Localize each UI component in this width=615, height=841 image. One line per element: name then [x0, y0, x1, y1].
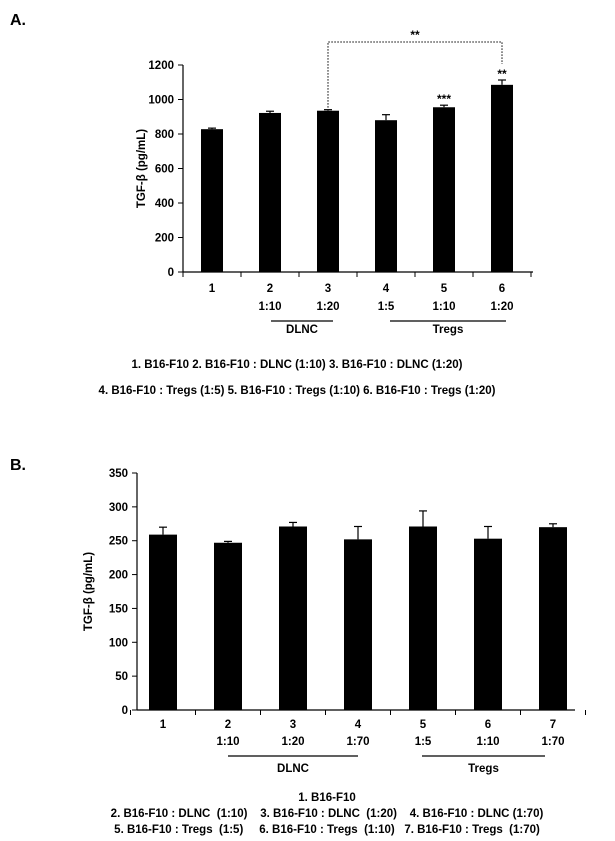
panel-a-x-tick-number: 6: [499, 283, 505, 295]
panel-b-x-tick-number: 4: [355, 719, 362, 731]
panel-a-caption-line-2: 4. B16-F10 : Tregs (1:5) 5. B16-F10 : Tr…: [99, 385, 496, 397]
panel-b-caption-line-1: 1. B16-F10: [298, 792, 356, 804]
panel-b-x-tick-ratio: 1:20: [281, 736, 304, 748]
panel-a-x-tick-ratio: 1:10: [258, 301, 281, 313]
panel-b-bar-6: [474, 538, 502, 710]
panel-b-x-tick-number: 7: [550, 719, 556, 731]
panel-b-bar-2: [214, 542, 242, 710]
panel-a-x-tick-ratio: 1:20: [490, 301, 513, 313]
panel-b-bar-3: [279, 526, 307, 710]
panel-b-caption-line-2: 2. B16-F10 : DLNC (1:10) 3. B16-F10 : DL…: [111, 808, 544, 820]
panel-a-x-tick-number: 2: [267, 283, 273, 295]
panel-a-y-tick-label: 0: [168, 267, 174, 279]
panel-b-y-tick-label: 0: [122, 705, 128, 717]
panel-b-x-tick-number: 3: [290, 719, 296, 731]
panel-b-x-tick-ratio: 1:10: [476, 736, 499, 748]
panel-b-x-tick-ratio: 1:70: [346, 736, 369, 748]
panel-b-y-tick-label: 150: [109, 603, 128, 615]
panel-a-group-label-dlnc: DLNC: [286, 324, 318, 336]
panel-a-x-tick-number: 5: [441, 283, 448, 295]
panel-b-x-tick-number: 6: [485, 719, 491, 731]
panel-b-y-tick-label: 50: [115, 671, 128, 683]
panel-b-x-tick-number: 5: [420, 719, 427, 731]
panel-a-bar-5: [433, 107, 455, 272]
panel-a-bracket-significance: **: [410, 28, 420, 42]
panel-a-caption-line-1: 1. B16-F10 2. B16-F10 : DLNC (1:10) 3. B…: [131, 359, 462, 371]
panel-a-bar-2: [259, 112, 281, 272]
panel-a-bar-3: [317, 110, 339, 273]
panel-a-significance-mark-5: ***: [437, 92, 451, 106]
panel-a-x-tick-number: 3: [325, 283, 331, 295]
panel-b-y-tick-label: 200: [109, 570, 128, 582]
panel-b-bar-1: [149, 534, 177, 710]
panel-b-y-tick-label: 100: [109, 637, 128, 649]
panel-a-x-tick-ratio: 1:5: [378, 301, 395, 313]
panel-a-y-tick-label: 400: [155, 198, 174, 210]
panel-a-x-tick-number: 4: [383, 283, 390, 295]
panel-b-x-tick-number: 1: [160, 719, 167, 731]
panel-b-caption-line-3: 5. B16-F10 : Tregs (1:5) 6. B16-F10 : Tr…: [114, 824, 540, 836]
panel-b-y-tick-label: 350: [109, 468, 128, 480]
panel-a-x-tick-ratio: 1:20: [316, 301, 339, 313]
panel-b-bar-7: [539, 527, 567, 710]
panel-a-comparison-bracket: [327, 41, 503, 108]
panel-b-x-tick-ratio: 1:5: [415, 736, 432, 748]
panel-a-y-tick-label: 1200: [148, 60, 174, 72]
panel-a-label: A.: [10, 12, 26, 29]
panel-b-y-tick-label: 300: [109, 502, 128, 514]
panel-a-bar-4: [375, 120, 397, 272]
panel-a-y-tick-label: 1000: [148, 95, 174, 107]
panel-a-y-tick-label: 800: [155, 129, 174, 141]
panel-b-label: B.: [10, 457, 26, 474]
panel-b-x-tick-ratio: 1:10: [216, 736, 239, 748]
panel-a-y-tick-label: 600: [155, 164, 174, 176]
panel-a-x-tick-ratio: 1:10: [432, 301, 455, 313]
panel-b-y-axis-label: TGF-β (pg/mL): [83, 552, 95, 631]
panel-a-x-tick-number: 1: [209, 283, 216, 295]
panel-b-x-tick-ratio: 1:70: [541, 736, 564, 748]
panel-b-group-label-tregs: Tregs: [468, 763, 499, 775]
panel-a-bar-6: [491, 84, 513, 273]
panel-b-group-label-dlnc: DLNC: [277, 763, 309, 775]
panel-a-y-tick-label: 200: [155, 233, 174, 245]
panel-b-y-tick-label: 250: [109, 536, 128, 548]
panel-b-x-tick-number: 2: [225, 719, 231, 731]
panel-b-bar-4: [344, 539, 372, 710]
panel-a-y-axis-label: TGF-β (pg/mL): [136, 129, 148, 208]
panel-b-bar-5: [409, 526, 437, 710]
panel-a-significance-mark-6: **: [497, 67, 507, 81]
panel-a-bar-1: [201, 129, 223, 272]
panel-a-group-label-tregs: Tregs: [433, 324, 464, 336]
